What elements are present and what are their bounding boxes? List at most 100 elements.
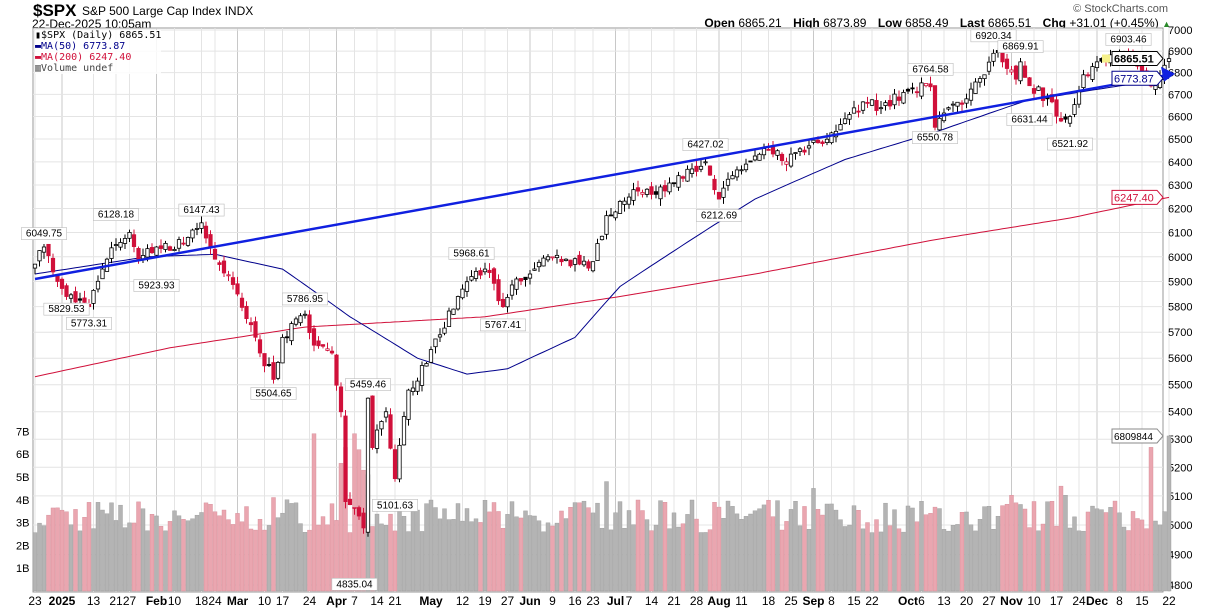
volume-tag xyxy=(1111,428,1164,444)
candle-body xyxy=(946,107,951,110)
price-tag xyxy=(1111,70,1164,86)
low-value: 6858.49 xyxy=(905,16,949,30)
volume-bar xyxy=(730,506,735,592)
candle-body xyxy=(635,187,641,192)
candle-body xyxy=(658,186,663,200)
volume-bar xyxy=(406,531,411,592)
volume-bar xyxy=(941,529,947,592)
candle-body xyxy=(383,411,389,418)
volume-bar xyxy=(923,514,929,592)
candle-body xyxy=(433,338,438,348)
candle-body xyxy=(761,148,767,156)
volume-bar xyxy=(1162,511,1167,592)
legend-price: ▮$SPX (Daily) 6865.51 xyxy=(35,30,162,41)
annotation-box xyxy=(372,499,418,512)
volume-bar xyxy=(158,526,164,592)
candle-body xyxy=(392,449,398,480)
candle-body xyxy=(1063,116,1068,120)
candle-body xyxy=(955,101,960,107)
candle-body xyxy=(293,318,299,325)
volume-bar xyxy=(64,511,69,592)
candle-body xyxy=(190,229,195,239)
x-tick-label: 7 xyxy=(351,594,358,608)
volume-bar xyxy=(262,529,267,592)
candle-body xyxy=(217,262,222,265)
candle-body xyxy=(1027,77,1032,87)
candle-body xyxy=(500,298,506,308)
candle-body xyxy=(554,254,560,259)
candle-body xyxy=(874,100,879,111)
candle-body xyxy=(757,153,762,161)
price-tick-label: 5200 xyxy=(1168,462,1192,474)
volume-bar xyxy=(401,516,407,592)
volume-bar xyxy=(415,509,420,592)
volume-bar xyxy=(703,532,708,592)
x-tick-label: 8 xyxy=(828,594,835,608)
open-value: 6865.21 xyxy=(738,16,782,30)
candle-body xyxy=(343,415,348,503)
volume-bar xyxy=(1000,505,1005,592)
candle-body xyxy=(644,188,650,195)
candle-body xyxy=(1090,66,1095,80)
x-tick-label: 20 xyxy=(960,594,974,608)
volume-bar xyxy=(761,504,767,592)
candle-body xyxy=(685,168,690,182)
x-tick-label: 22 xyxy=(1162,594,1176,608)
volume-bar xyxy=(581,500,587,592)
candle-body xyxy=(446,310,452,327)
volume-bar xyxy=(122,527,128,592)
volume-bar xyxy=(284,499,290,592)
chg-label: Chg xyxy=(1042,16,1066,30)
candle-body xyxy=(145,248,150,258)
volume-bar xyxy=(1063,495,1068,592)
candle-body xyxy=(1036,86,1041,91)
annotation-box xyxy=(66,317,112,330)
volume-bar xyxy=(109,502,114,592)
volume-tag-label: 6809844 xyxy=(1114,432,1153,443)
candle-body xyxy=(883,102,888,106)
index-name: S&P 500 Large Cap Index INDX xyxy=(82,4,253,18)
volume-bar xyxy=(689,499,695,592)
ma200-line xyxy=(34,196,1170,378)
volume-bar xyxy=(46,514,51,592)
candle-body xyxy=(271,362,276,380)
volume-bar xyxy=(208,504,213,592)
candle-body xyxy=(397,444,402,480)
volume-bar xyxy=(1166,435,1172,592)
candle-body xyxy=(572,258,578,265)
volume-tick-label: 3B xyxy=(16,518,29,530)
candle-body xyxy=(649,186,654,195)
x-tick-label: Apr xyxy=(326,594,347,608)
candle-body xyxy=(361,512,366,529)
candle-body xyxy=(662,185,668,192)
volume-bar xyxy=(473,518,479,592)
volume-bar xyxy=(595,502,600,592)
volume-bar xyxy=(1139,519,1145,592)
volume-bar xyxy=(293,502,299,592)
candle-body xyxy=(1076,91,1082,105)
candle-body xyxy=(716,191,722,200)
candle-body xyxy=(631,189,636,201)
candle-body xyxy=(1013,65,1019,80)
volume-bar xyxy=(734,513,740,592)
price-tick-label: 5100 xyxy=(1168,491,1192,503)
candle-body xyxy=(703,161,708,164)
candle-body xyxy=(689,168,695,174)
candle-body xyxy=(829,132,834,144)
candle-body xyxy=(923,83,929,87)
candle-body xyxy=(68,294,74,299)
candle-body xyxy=(847,114,852,120)
volume-bar xyxy=(514,516,519,592)
annotation-box xyxy=(912,131,958,144)
candle-body xyxy=(356,507,362,517)
volume-bar xyxy=(68,524,74,592)
volume-bar xyxy=(388,513,393,592)
candle-body xyxy=(136,247,141,260)
x-tick-label: 16 xyxy=(568,594,582,608)
candle-body xyxy=(937,117,942,131)
x-tick-label: 21 xyxy=(388,594,402,608)
volume-bar xyxy=(833,509,839,592)
candle-body xyxy=(100,268,105,280)
candle-body xyxy=(401,416,407,446)
